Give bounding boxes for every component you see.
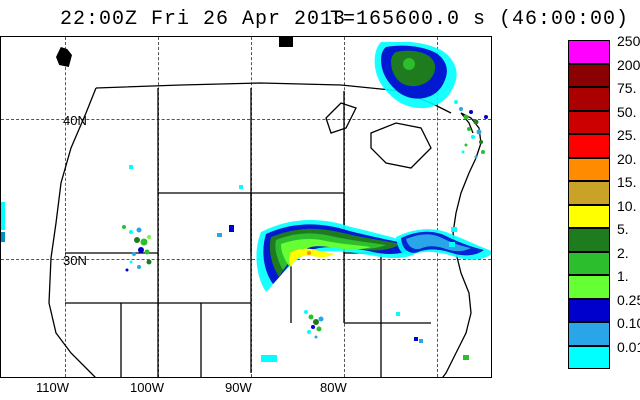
precip-speck-colorado1	[229, 225, 234, 232]
weather-map-window: 22:00Z Fri 26 Apr 2013 T=165600.0 s (46:…	[0, 0, 640, 400]
legend-swatch-2: 75.	[568, 87, 610, 111]
legend-label-3: 50.	[617, 104, 636, 120]
precip-cell-louisiana	[301, 307, 341, 352]
lat-label-40n: 40N	[63, 113, 87, 128]
precip-speck-nebraska	[239, 185, 243, 189]
precip-cell-east-tail	[396, 222, 492, 277]
datetime-label: 22:00Z Fri 26 Apr 2013	[60, 8, 346, 31]
legend-swatch-8: 5.	[568, 228, 610, 252]
legend-label-10: 1.	[617, 268, 629, 284]
time-elapsed-label: T=165600.0 s (46:00:00)	[330, 8, 629, 31]
lon-label-80w: 80W	[320, 380, 347, 395]
legend-swatch-13: 0.01	[568, 346, 610, 370]
precip-speck-virginia	[449, 242, 455, 247]
legend-label-6: 15.	[617, 174, 636, 190]
legend-label-11: 0.25	[617, 292, 640, 308]
legend-label-1: 200.	[617, 57, 640, 73]
legend-swatch-0: 250.	[568, 40, 610, 64]
legend-label-7: 10.	[617, 198, 636, 214]
precip-speck-south-texas	[261, 355, 277, 362]
legend-swatch-9: 2.	[568, 252, 610, 276]
precip-speck-florida2	[419, 339, 423, 343]
precip-speck-colorado2	[217, 233, 222, 237]
precip-speck-wyoming	[129, 165, 133, 169]
legend-label-12: 0.10	[617, 315, 640, 331]
legend-label-9: 2.	[617, 245, 629, 261]
precip-cell-washington	[56, 47, 72, 67]
precip-speck-florida1	[414, 337, 418, 341]
lon-label-110w: 110W	[36, 380, 69, 395]
legend-label-5: 20.	[617, 151, 636, 167]
us-precipitation-map[interactable]: 40N 30N	[0, 36, 492, 378]
legend-label-0: 250.	[617, 33, 640, 49]
legend-swatch-7: 10.	[568, 205, 610, 229]
lat-label-30n: 30N	[63, 253, 87, 268]
precip-cell-california-coast	[0, 202, 5, 230]
legend-swatch-3: 50.	[568, 111, 610, 135]
precip-speck-georgia	[396, 312, 400, 316]
precip-cell-newmexico-group	[119, 222, 164, 282]
legend-swatch-1: 200.	[568, 64, 610, 88]
legend-swatch-10: 1.	[568, 275, 610, 299]
legend-swatch-6: 15.	[568, 181, 610, 205]
precip-speck-delaware	[451, 227, 457, 232]
precip-speck-cuba	[463, 355, 469, 360]
precip-cell-northeast	[451, 97, 492, 187]
legend-swatch-5: 20.	[568, 158, 610, 182]
precip-speck-michigan	[279, 37, 293, 47]
legend-label-4: 25.	[617, 127, 636, 143]
precip-cell-california-coast2	[0, 232, 5, 242]
legend-label-2: 75.	[617, 80, 636, 96]
legend-swatch-4: 25.	[568, 134, 610, 158]
legend-swatch-12: 0.10	[568, 322, 610, 346]
legend-swatch-11: 0.25	[568, 299, 610, 323]
legend-label-13: 0.01	[617, 339, 640, 355]
lon-label-90w: 90W	[225, 380, 252, 395]
lon-label-100w: 100W	[130, 380, 164, 395]
legend-label-8: 5.	[617, 221, 629, 237]
precipitation-legend: 250. 200. 75. 50. 25. 20. 15. 10. 5. 2.	[568, 40, 610, 369]
